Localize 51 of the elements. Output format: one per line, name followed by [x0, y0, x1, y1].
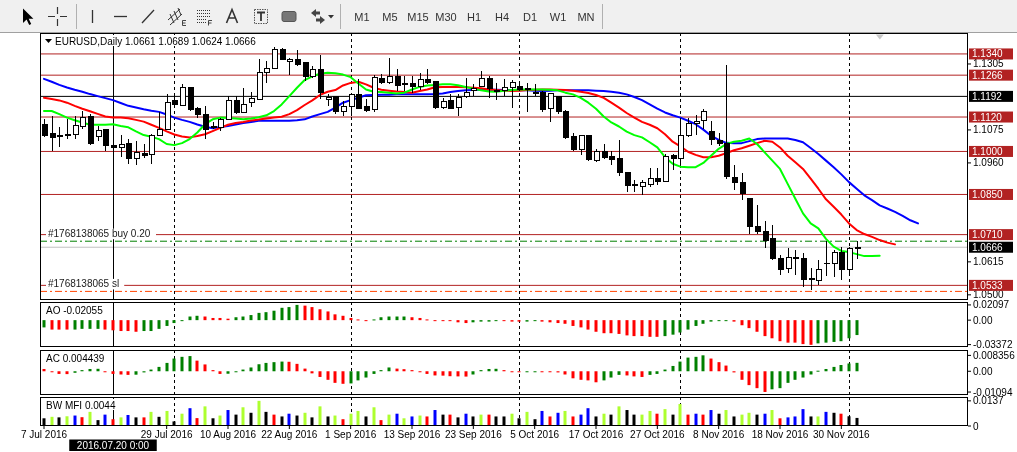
text: MN	[577, 10, 595, 23]
x-tick-label: 7 Jul 2016	[20, 428, 68, 440]
x-tick-label: 8 Nov 2016	[693, 428, 745, 440]
y-tick-label: 1.0500	[973, 289, 1005, 301]
y-tick-label: 0	[973, 420, 979, 432]
chart-title: EURUSD,Daily 1.0661 1.0689 1.0624 1.0666	[55, 35, 257, 47]
ref-line-label: 1.0533	[972, 279, 1004, 291]
ref-line-label: 1.1340	[972, 48, 1004, 60]
x-tick-label: 5 Oct 2016	[510, 428, 560, 440]
text: 2016.07.20 0:00	[76, 439, 150, 451]
text: M1	[354, 10, 370, 23]
ref-line-label: 1.1120	[972, 111, 1003, 123]
y-tick-label: 1.1305	[973, 58, 1005, 70]
x-tick-label: 22 Aug 2016	[261, 428, 318, 440]
chart-title: BW MFI 0.0044	[46, 399, 116, 411]
y-tick-label: 0.00	[973, 314, 993, 326]
ref-line-label: 1.0850	[972, 188, 1004, 200]
y-tick-label: 0.0137	[973, 395, 1005, 407]
y-tick-label: 1.1075	[973, 124, 1005, 136]
chart-title: AO -0.02055	[46, 304, 104, 316]
text: M15	[407, 10, 429, 23]
y-tick-label: 0.00	[973, 365, 993, 377]
x-tick-label: 13 Sep 2016	[383, 428, 441, 440]
y-tick-label: 1.0960	[973, 157, 1005, 169]
ref-line-label: #1768138065 sl	[48, 278, 120, 290]
chart-title: AC 0.004439	[46, 352, 105, 364]
text: H4	[494, 10, 510, 23]
ref-line-label: 1.1000	[972, 145, 1004, 157]
x-tick-label: 1 Sep 2016	[325, 428, 377, 440]
y-tick-label: 0.02097	[973, 299, 1010, 311]
text: D1	[522, 10, 538, 23]
text: W1	[549, 10, 567, 23]
x-tick-label: 18 Nov 2016	[751, 428, 809, 440]
ref-line-label: 1.1266	[972, 69, 1004, 81]
y-tick-label: -0.01094	[973, 386, 1013, 398]
x-tick-label: 17 Oct 2016	[568, 428, 624, 440]
x-tick-label: 30 Nov 2016	[812, 428, 871, 440]
text: M30	[435, 10, 457, 23]
ref-line-label: 1.0666	[972, 241, 1004, 253]
x-tick-label: 27 Oct 2016	[630, 428, 686, 440]
text: M5	[382, 10, 398, 23]
x-tick-label: 10 Aug 2016	[199, 428, 257, 440]
y-tick-label: -0.03372	[973, 339, 1013, 351]
y-tick-label: 1.0615	[973, 256, 1005, 268]
y-tick-label: 0.008356	[973, 349, 1016, 361]
ref-line-label: 1.0710	[972, 229, 1004, 241]
x-tick-label: 29 Jul 2016	[140, 428, 193, 440]
ref-line-label: 1.1192	[972, 90, 1003, 102]
ref-line-label: #1768138065 buy 0.20	[48, 228, 151, 240]
text: H1	[466, 10, 482, 23]
x-tick-label: 23 Sep 2016	[444, 428, 503, 440]
